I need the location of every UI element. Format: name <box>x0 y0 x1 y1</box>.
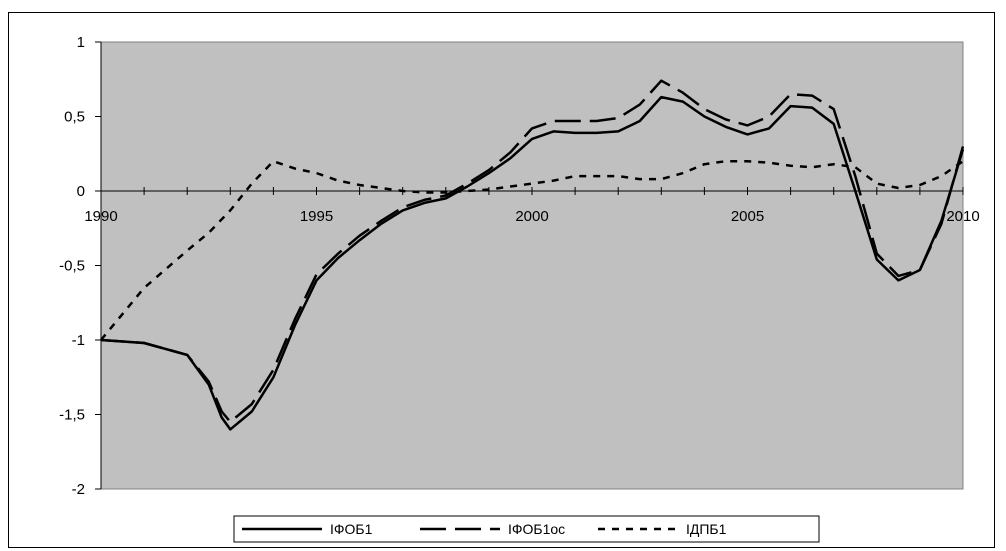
y-tick-label: -1 <box>72 332 85 349</box>
x-tick-label: 2005 <box>731 208 764 225</box>
y-tick-label: 0,5 <box>64 109 85 126</box>
y-tick-label: -0,5 <box>59 258 85 275</box>
y-tick-label: 0 <box>77 183 85 200</box>
legend-label-3: ІДПБ1 <box>686 521 727 537</box>
y-tick-label: 1 <box>77 34 85 51</box>
x-tick-label: 1995 <box>300 208 333 225</box>
legend-label-2: ІФОБ1ос <box>508 521 565 537</box>
legend-label-1: ІФОБ1 <box>330 521 373 537</box>
x-tick-label: 2000 <box>515 208 548 225</box>
x-tick-label: 2010 <box>946 208 979 225</box>
y-tick-label: -1,5 <box>59 407 85 424</box>
y-tick-label: -2 <box>72 481 85 498</box>
x-tick-label: 1990 <box>84 208 117 225</box>
